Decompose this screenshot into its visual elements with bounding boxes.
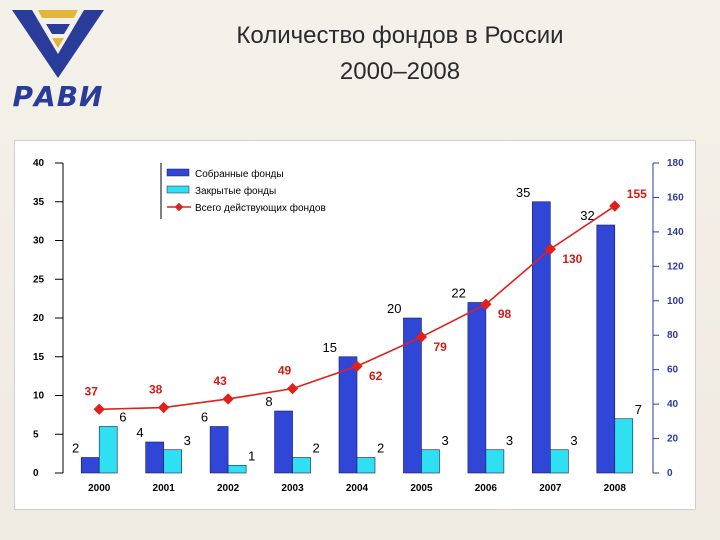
bar-value-label: 6 xyxy=(201,410,208,425)
bar-collected xyxy=(338,356,358,474)
right-axis-tick-label: 0 xyxy=(667,468,673,479)
line-point xyxy=(415,331,428,343)
line-point xyxy=(93,403,105,415)
legend-swatch xyxy=(166,185,190,194)
line-value-label: 37 xyxy=(85,384,99,398)
x-axis-tick-label: 2004 xyxy=(346,483,369,494)
logo-text: РАВИ xyxy=(12,80,104,113)
bar-value-label: 1 xyxy=(248,448,255,463)
line-value-label: 130 xyxy=(562,252,582,266)
right-axis-tick-label: 180 xyxy=(667,158,684,169)
right-axis-tick-label: 120 xyxy=(667,261,684,272)
legend-label: Закрытые фонды xyxy=(195,185,276,197)
right-axis-tick-label: 60 xyxy=(667,365,679,376)
bar-value-label: 15 xyxy=(323,340,337,355)
line-value-label: 155 xyxy=(627,187,647,201)
left-axis-tick-label: 0 xyxy=(33,468,39,479)
line-value-label: 38 xyxy=(149,383,163,397)
line-point xyxy=(480,298,492,310)
ravi-logo-mark xyxy=(12,10,104,78)
right-axis-tick-label: 80 xyxy=(667,330,679,341)
left-axis-tick-label: 35 xyxy=(33,197,45,208)
title-line-1: Количество фондов в России xyxy=(236,22,564,49)
x-axis-tick-label: 2001 xyxy=(153,483,176,494)
bar-collected xyxy=(532,201,551,474)
right-axis-tick-label: 20 xyxy=(667,434,679,445)
bar-value-label: 2 xyxy=(313,441,320,456)
bar-value-label: 8 xyxy=(265,394,272,409)
x-axis-tick-label: 2007 xyxy=(539,483,562,494)
bar-value-label: 7 xyxy=(635,402,642,417)
bar-value-label: 6 xyxy=(119,410,126,425)
slide-title: Количество фондов в России 2000–2008 xyxy=(140,18,660,90)
bar-value-label: 22 xyxy=(451,286,465,301)
legend-line-marker xyxy=(174,202,184,212)
bar-collected xyxy=(145,441,164,474)
left-axis-tick-label: 20 xyxy=(33,313,45,324)
funds-chart: 0510152025303540020406080100120140160180… xyxy=(33,158,684,494)
bar-value-label: 3 xyxy=(506,433,513,448)
chart-panel: 0 5 10 15 20 25 30 35 40 0 20 40 60 80 100 120 140 160 180… xyxy=(14,140,696,510)
bar-closed xyxy=(163,449,182,474)
x-axis-tick-label: 2002 xyxy=(217,483,240,494)
bar-closed xyxy=(485,449,505,474)
x-axis-tick-label: 2003 xyxy=(281,483,304,494)
line-value-label: 49 xyxy=(278,364,292,378)
bar-collected xyxy=(467,302,487,474)
line-point xyxy=(351,360,363,372)
bar-value-label: 2 xyxy=(377,441,384,456)
bar-closed xyxy=(550,449,569,474)
right-axis-tick-label: 140 xyxy=(667,227,684,238)
bar-closed xyxy=(227,464,247,474)
left-axis-tick-label: 10 xyxy=(33,391,45,402)
bar-closed xyxy=(292,457,311,474)
line-point xyxy=(158,401,170,414)
bar-collected xyxy=(596,224,616,474)
x-axis-tick-label: 2008 xyxy=(604,483,627,494)
bar-collected xyxy=(80,457,100,474)
left-axis-tick-label: 30 xyxy=(33,236,45,247)
legend-label: Всего действующих фондов xyxy=(195,202,326,214)
x-axis-tick-label: 2005 xyxy=(410,483,433,494)
bar-value-label: 3 xyxy=(570,433,577,448)
bar-value-label: 2 xyxy=(72,441,79,456)
bar-closed xyxy=(421,449,440,474)
bar-collected xyxy=(209,426,229,474)
bar-value-label: 35 xyxy=(516,185,530,200)
bar-closed xyxy=(614,418,634,474)
left-axis-tick-label: 5 xyxy=(33,429,39,440)
ravi-logo: РАВИ xyxy=(8,6,108,113)
bar-value-label: 32 xyxy=(580,208,594,223)
legend-label: Собранные фонды xyxy=(195,168,284,180)
title-line-2: 2000–2008 xyxy=(339,58,461,85)
right-axis-tick-label: 40 xyxy=(667,399,679,410)
x-axis-tick-label: 2000 xyxy=(88,483,111,494)
left-axis-tick-label: 25 xyxy=(33,274,45,285)
legend-swatch xyxy=(166,168,190,177)
line-point xyxy=(609,200,621,212)
bar-collected xyxy=(274,410,293,474)
line-value-label: 62 xyxy=(369,369,383,383)
bar-value-label: 20 xyxy=(387,301,401,316)
bar-collected xyxy=(403,317,422,474)
bar-value-label: 4 xyxy=(136,425,143,440)
line-value-label: 79 xyxy=(433,340,447,354)
bar-value-label: 3 xyxy=(441,433,448,448)
left-axis-tick-label: 40 xyxy=(33,158,45,169)
bar-value-label: 3 xyxy=(184,433,191,448)
x-axis-tick-label: 2006 xyxy=(475,483,498,494)
line-value-label: 98 xyxy=(498,307,512,321)
right-axis-tick-label: 160 xyxy=(667,192,684,203)
bar-closed xyxy=(98,426,118,474)
bar-closed xyxy=(356,457,376,474)
right-axis-tick-label: 100 xyxy=(667,296,684,307)
left-axis-tick-label: 15 xyxy=(33,352,45,363)
line-value-label: 43 xyxy=(213,374,227,388)
line-point xyxy=(222,393,234,405)
line-point xyxy=(286,382,299,395)
